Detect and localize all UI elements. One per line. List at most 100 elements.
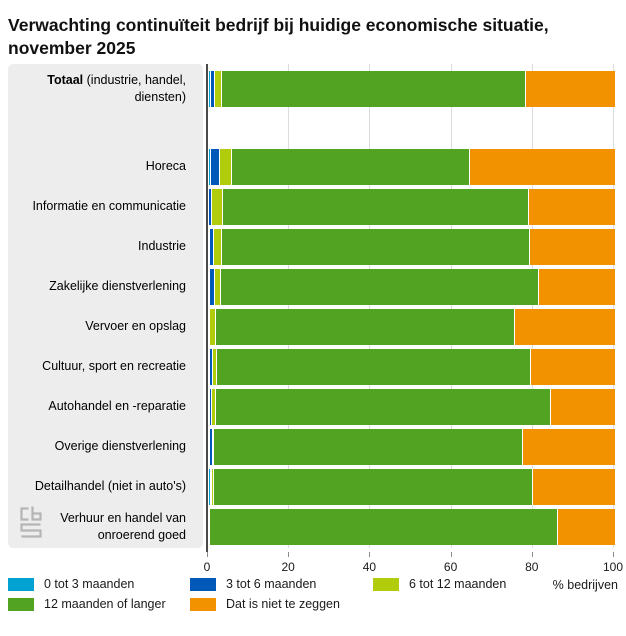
legend-item: Dat is niet te zeggen bbox=[190, 597, 340, 611]
category-label: Horeca bbox=[145, 159, 186, 174]
bar-row: Totaal (industrie, handel, diensten) bbox=[8, 70, 618, 110]
tick-mark bbox=[288, 552, 290, 557]
bar-segment[interactable] bbox=[210, 269, 215, 305]
bar-segment[interactable] bbox=[525, 71, 615, 107]
bar-segment[interactable] bbox=[212, 389, 216, 425]
bar-segment[interactable] bbox=[214, 229, 223, 265]
bar-segment[interactable] bbox=[209, 469, 212, 505]
chart-area: Totaal (industrie, handel, diensten) Hore… bbox=[8, 64, 623, 574]
gridline bbox=[613, 64, 614, 548]
bar-segment[interactable] bbox=[219, 149, 232, 185]
legend-item: 3 tot 6 maanden bbox=[190, 577, 316, 591]
tick-mark bbox=[531, 552, 533, 557]
tick-mark bbox=[450, 552, 452, 557]
bar-segment[interactable] bbox=[221, 71, 526, 107]
bar-segment[interactable] bbox=[210, 71, 216, 107]
bar-segment[interactable] bbox=[210, 349, 214, 385]
bar-segment[interactable] bbox=[215, 389, 551, 425]
bar-segment[interactable] bbox=[209, 509, 211, 545]
bar-segment[interactable] bbox=[214, 469, 533, 505]
stacked-bar bbox=[209, 509, 615, 545]
tick-label: 20 bbox=[281, 560, 295, 574]
y-axis-line bbox=[206, 64, 208, 552]
category-label: Verhuur en handel van onroerend goed bbox=[60, 511, 186, 542]
bar-segment[interactable] bbox=[550, 389, 615, 425]
category-label: Informatie en communicatie bbox=[32, 199, 186, 214]
bar-row: Zakelijke dienstverlening bbox=[8, 268, 618, 308]
axis-unit-label: % bedrijven bbox=[552, 578, 618, 592]
bar-segment[interactable] bbox=[209, 389, 210, 425]
tick-label: 80 bbox=[525, 560, 539, 574]
tick-mark bbox=[207, 552, 208, 557]
bar-segment[interactable] bbox=[212, 429, 215, 465]
bar-segment[interactable] bbox=[222, 189, 530, 225]
bar-segment[interactable] bbox=[209, 429, 210, 465]
page-title: Verwachting continuïteit bedrijf bij hui… bbox=[8, 14, 549, 58]
bar-segment[interactable] bbox=[209, 229, 210, 265]
tick-label: 0 bbox=[203, 560, 211, 574]
tick-label: 60 bbox=[443, 560, 458, 574]
bar-segment[interactable] bbox=[221, 269, 539, 305]
category-label: Overige dienstverlening bbox=[54, 439, 186, 454]
bar-segment[interactable] bbox=[214, 429, 523, 465]
bar-segment[interactable] bbox=[515, 309, 615, 345]
stacked-bar bbox=[209, 269, 615, 305]
stacked-bar bbox=[209, 149, 615, 185]
bar-row: Horeca bbox=[8, 148, 618, 188]
bar-segment[interactable] bbox=[529, 189, 615, 225]
bar-segment[interactable] bbox=[217, 349, 531, 385]
category-label: Detailhandel (niet in auto's) bbox=[34, 479, 186, 494]
bar-segment[interactable] bbox=[538, 269, 615, 305]
bar-segment[interactable] bbox=[530, 229, 615, 265]
gridline bbox=[288, 64, 290, 548]
bar-segment[interactable] bbox=[210, 229, 215, 265]
cbs-logo bbox=[20, 506, 42, 538]
bar-segment[interactable] bbox=[210, 309, 217, 345]
bar-row: Informatie en communicatie bbox=[8, 188, 618, 228]
stacked-bar bbox=[209, 349, 615, 385]
bar-segment[interactable] bbox=[531, 349, 615, 385]
bar-row: Cultuur, sport en recreatie bbox=[8, 348, 618, 388]
bar-segment[interactable] bbox=[210, 429, 213, 465]
bar-segment[interactable] bbox=[210, 389, 213, 425]
stacked-bar bbox=[209, 469, 615, 505]
bar-segment[interactable] bbox=[214, 269, 222, 305]
bar-segment[interactable] bbox=[231, 149, 471, 185]
bar-segment[interactable] bbox=[222, 229, 531, 265]
tick-mark bbox=[613, 552, 614, 557]
bar-segment[interactable] bbox=[210, 509, 559, 545]
legend-item: 12 maanden of langer bbox=[8, 597, 166, 611]
stacked-bar bbox=[209, 429, 615, 465]
bar-segment[interactable] bbox=[532, 469, 615, 505]
category-label: Industrie bbox=[138, 239, 186, 254]
bar-segment[interactable] bbox=[522, 429, 615, 465]
bar-segment[interactable] bbox=[211, 469, 213, 505]
bar-segment[interactable] bbox=[213, 349, 218, 385]
legend-item: 6 tot 12 maanden bbox=[373, 577, 506, 591]
bar-segment[interactable] bbox=[558, 509, 615, 545]
legend-label: 6 tot 12 maanden bbox=[409, 577, 507, 591]
category-label: Totaal (industrie, handel, diensten) bbox=[47, 73, 186, 104]
bar-segment[interactable] bbox=[209, 269, 210, 305]
tick-label: 40 bbox=[362, 560, 377, 574]
bar-segment[interactable] bbox=[209, 71, 211, 107]
bar-segment[interactable] bbox=[209, 149, 211, 185]
bar-row: Detailhandel (niet in auto's) bbox=[8, 468, 618, 508]
bar-segment[interactable] bbox=[209, 349, 210, 385]
stacked-bar bbox=[209, 229, 615, 265]
bar-segment[interactable] bbox=[209, 309, 210, 345]
bar-segment[interactable] bbox=[210, 149, 220, 185]
bar-segment[interactable] bbox=[216, 309, 516, 345]
bar-segment[interactable] bbox=[212, 189, 223, 225]
legend-swatch bbox=[190, 597, 216, 611]
legend-label: 3 tot 6 maanden bbox=[226, 577, 317, 591]
tick-mark bbox=[369, 552, 371, 557]
legend-swatch bbox=[8, 577, 34, 591]
legend: % bedrijven 0 tot 3 maanden 3 tot 6 maand… bbox=[8, 577, 618, 619]
legend-label: 0 tot 3 maanden bbox=[44, 577, 135, 591]
bar-segment[interactable] bbox=[209, 189, 213, 225]
bar-segment[interactable] bbox=[215, 71, 222, 107]
bar-segment[interactable] bbox=[470, 149, 615, 185]
bar-segment[interactable] bbox=[212, 469, 215, 505]
stacked-bar bbox=[209, 389, 615, 425]
